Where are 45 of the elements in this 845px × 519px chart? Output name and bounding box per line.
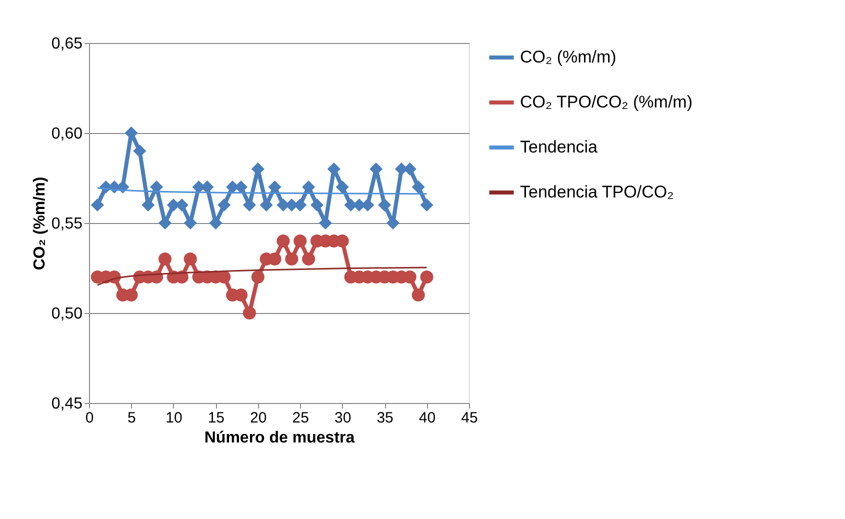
legend-label: CO₂ TPO/CO₂ (%m/m): [520, 92, 692, 112]
y-tick-label: 0,65: [51, 36, 83, 52]
point: [412, 180, 425, 194]
x-tick-label: 40: [418, 410, 436, 426]
point: [218, 198, 231, 212]
point: [285, 252, 298, 266]
point: [294, 234, 307, 248]
x-tick-label: 30: [334, 410, 352, 426]
point: [294, 198, 307, 212]
legend-label: CO₂ (%m/m): [520, 48, 616, 66]
x-tick-label: 20: [250, 410, 267, 426]
line-series: [96, 266, 428, 286]
y-tick-label: 0,60: [51, 126, 83, 142]
x-axis-title: Número de muestra: [204, 430, 355, 446]
point: [420, 198, 434, 212]
point: [268, 180, 282, 194]
x-tick-label: 10: [166, 410, 182, 426]
point: [310, 198, 324, 212]
point: [412, 288, 425, 302]
point: [420, 270, 434, 284]
point: [90, 198, 104, 212]
y-tick-label: 0,45: [51, 396, 83, 412]
point: [260, 198, 273, 212]
point: [361, 198, 374, 212]
point: [336, 180, 349, 194]
y-axis-title: CO₂ (%m/m): [31, 176, 48, 270]
y-tick-label: 0,50: [51, 306, 83, 322]
x-tick-label: 25: [292, 410, 309, 426]
x-tick-label: 35: [376, 410, 394, 426]
point: [158, 252, 172, 266]
point: [242, 306, 256, 320]
point: [276, 234, 290, 248]
x-tick-label: 15: [208, 410, 225, 426]
point: [302, 252, 316, 266]
x-tick-label: 0: [85, 410, 94, 426]
y-tick-label: 0,55: [51, 216, 83, 232]
point: [133, 144, 146, 158]
point: [251, 270, 264, 284]
point: [184, 252, 197, 266]
point: [378, 198, 392, 212]
legend-label: Tendencia: [520, 138, 598, 156]
x-tick-label: 45: [461, 410, 478, 426]
point: [302, 180, 316, 194]
x-tick-label: 5: [128, 410, 136, 426]
legend-label: Tendencia TPO/CO₂: [520, 182, 674, 202]
